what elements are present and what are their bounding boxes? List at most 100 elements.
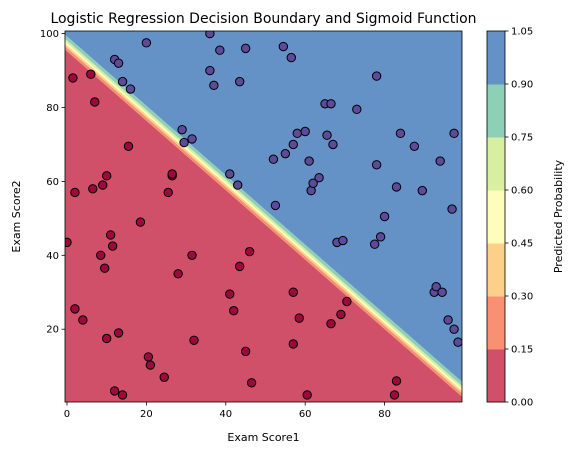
point-class-1	[395, 128, 406, 139]
point-class-1	[304, 156, 314, 166]
point-class-0	[288, 339, 298, 349]
point-class-0	[107, 241, 118, 251]
point-class-0	[234, 261, 245, 272]
point-class-0	[294, 313, 304, 323]
point-class-1	[437, 287, 447, 297]
colorbar-segment	[487, 137, 505, 191]
point-class-1	[379, 211, 390, 222]
y-tick-label: 60	[46, 177, 59, 188]
point-class-0	[336, 309, 346, 320]
colorbar	[486, 30, 506, 403]
point-class-1	[371, 160, 382, 170]
point-class-1	[352, 104, 362, 115]
colorbar-segment	[487, 190, 505, 244]
point-class-1	[435, 156, 445, 166]
point-class-1	[286, 52, 296, 63]
point-class-0	[105, 230, 116, 240]
point-class-1	[278, 41, 289, 52]
point-class-1	[232, 180, 243, 190]
point-class-1	[125, 84, 136, 94]
x-tick-label: 40	[219, 409, 232, 420]
point-class-0	[135, 217, 146, 227]
point-class-0	[68, 73, 78, 83]
point-class-1	[215, 45, 225, 55]
x-tick-label: 20	[140, 409, 153, 420]
colorbar-label: Predicted Probability	[552, 159, 565, 273]
point-class-1	[234, 76, 245, 87]
y-tick-label: 20	[46, 325, 59, 336]
point-class-1	[117, 76, 128, 87]
scatter-points	[65, 31, 462, 400]
point-class-1	[326, 99, 336, 109]
point-class-0	[98, 180, 108, 190]
point-class-1	[205, 31, 215, 39]
point-class-0	[145, 360, 156, 370]
colorbar-tick-label: 0.00	[511, 398, 533, 409]
point-class-0	[86, 69, 96, 79]
point-class-0	[101, 171, 112, 181]
point-class-0	[70, 187, 80, 198]
point-class-1	[240, 43, 251, 54]
point-class-1	[268, 154, 279, 164]
point-class-1	[314, 173, 324, 183]
point-class-1	[371, 71, 382, 81]
colorbar-segment	[487, 243, 505, 297]
point-class-1	[141, 38, 152, 48]
point-class-1	[322, 130, 332, 140]
point-class-1	[209, 80, 219, 91]
point-class-0	[244, 246, 255, 257]
point-class-1	[443, 315, 453, 325]
point-class-0	[288, 287, 298, 297]
colorbar-tick-label: 1.05	[511, 27, 533, 38]
colorbar-ticks: 0.00 0.15 0.30 0.45 0.60 0.75 0.90 1.05	[505, 27, 533, 409]
point-class-0	[78, 315, 88, 325]
colorbar-segment	[487, 349, 505, 403]
point-class-0	[326, 318, 336, 329]
x-tick-label: 80	[378, 409, 391, 420]
point-class-0	[389, 390, 400, 400]
point-class-0	[70, 304, 80, 314]
chart-title: Logistic Regression Decision Boundary an…	[50, 11, 476, 27]
point-class-0	[225, 289, 235, 299]
point-class-1	[179, 137, 189, 148]
point-class-1	[391, 182, 402, 192]
x-tick-label: 0	[64, 409, 70, 420]
point-class-0	[100, 263, 110, 273]
point-class-1	[187, 134, 197, 144]
x-axis-label: Exam Score1	[227, 431, 299, 444]
point-class-0	[90, 97, 100, 107]
point-class-0	[159, 372, 169, 382]
point-class-1	[300, 126, 310, 137]
point-class-1	[328, 139, 338, 150]
point-class-1	[449, 324, 459, 334]
point-class-1	[280, 148, 291, 159]
point-class-1	[449, 128, 459, 139]
point-class-0	[123, 141, 134, 151]
point-class-1	[453, 337, 462, 347]
point-class-0	[96, 250, 106, 260]
point-class-1	[270, 200, 281, 211]
colorbar-segment	[487, 296, 505, 350]
colorbar-tick-label: 0.15	[511, 345, 533, 356]
point-class-1	[417, 185, 427, 196]
point-class-1	[113, 58, 124, 68]
y-tick-label: 100	[40, 29, 59, 40]
plot-frame	[64, 30, 463, 403]
colorbar-tick-label: 0.30	[511, 292, 533, 303]
colorbar-segment	[487, 31, 505, 85]
point-class-0	[109, 386, 120, 396]
point-class-1	[308, 178, 318, 188]
point-class-0	[113, 328, 124, 338]
colorbar-tick-label: 0.90	[511, 80, 533, 91]
point-class-0	[187, 250, 197, 260]
point-class-0	[167, 169, 177, 179]
colorbar-frame	[486, 30, 506, 403]
point-class-1	[225, 169, 235, 179]
point-class-1	[409, 141, 420, 151]
